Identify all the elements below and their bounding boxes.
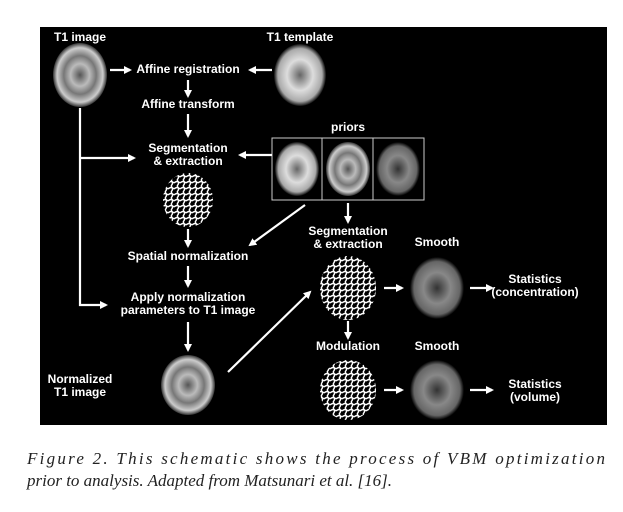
caption-line: Figure 2. This schematic shows the proce… [26, 449, 605, 468]
node-label: Apply normalization [131, 290, 246, 304]
node-label: Statistics [508, 272, 562, 286]
caption: Figure 2. This schematic shows the proce… [26, 449, 605, 490]
prior-brain [326, 142, 370, 196]
node-label: Smooth [415, 235, 460, 249]
node-label: Segmentation [148, 141, 227, 155]
smoothed-brain [410, 360, 464, 420]
arrows [78, 66, 494, 394]
modulated-brain [320, 360, 376, 420]
node-label: Affine transform [141, 97, 234, 111]
segmented-brain [320, 256, 376, 320]
prior-brain [275, 142, 319, 196]
smoothed-brain [410, 257, 464, 319]
labels: T1 image T1 template Affine registration Af… [48, 30, 579, 404]
node-label: T1 image [54, 385, 106, 399]
prior-brain [376, 142, 420, 196]
node-label: Segmentation [308, 224, 387, 238]
node-label: priors [331, 120, 365, 134]
node-label: & extraction [313, 237, 382, 251]
t1-brain [53, 43, 107, 107]
segmented-brain [163, 173, 213, 227]
node-label: parameters to T1 image [121, 303, 256, 317]
node-label: Modulation [316, 339, 380, 353]
priors-box [271, 137, 425, 201]
node-label: T1 image [54, 30, 106, 44]
node-label: Normalized [48, 372, 113, 386]
brain-images [53, 43, 464, 420]
node-label: Statistics [508, 377, 562, 391]
caption-line: prior to analysis. Adapted from Matsunar… [26, 471, 392, 490]
node-label: Spatial normalization [128, 249, 249, 263]
node-label: Affine registration [136, 62, 239, 76]
normalized-brain [161, 355, 215, 415]
template-brain [274, 44, 326, 106]
node-label: (concentration) [491, 285, 578, 299]
panel [40, 27, 607, 425]
node-label: T1 template [267, 30, 334, 44]
node-label: & extraction [153, 154, 222, 168]
node-label: (volume) [510, 390, 560, 404]
node-label: Smooth [415, 339, 460, 353]
